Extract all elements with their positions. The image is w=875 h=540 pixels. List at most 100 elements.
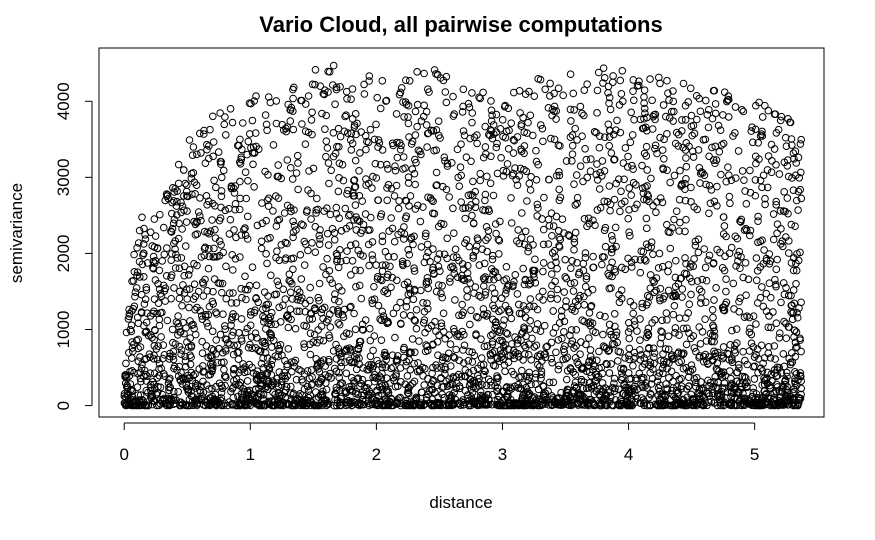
x-tick-label: 5 [750,445,759,464]
scatter-point [395,90,404,99]
scatter-point [342,111,350,120]
y-axis: 0 1000 2000 3000 4000 [54,82,93,410]
scatter-point [605,127,614,135]
scatter-point [128,277,136,286]
scatter-point [695,163,704,172]
scatter-point [353,119,361,128]
scatter-point [177,208,185,217]
scatter-point [169,184,177,192]
scatter-point [610,155,619,164]
scatter-point [487,97,495,105]
scatter-point [212,183,220,192]
scatter-point [756,132,765,140]
scatter-point [459,85,468,94]
scatter-point [125,309,134,318]
scatter-point [696,107,705,116]
scatter-point [663,130,671,138]
scatter-point [153,244,162,253]
x-tick-label: 4 [624,445,633,464]
scatter-point [139,240,148,248]
scatter-point [656,133,664,142]
scatter-point [640,104,649,113]
scatter-point [248,116,257,125]
scatter-point [311,80,319,89]
scatter-point [617,90,626,98]
scatter-points [120,61,806,410]
scatter-point [523,129,531,137]
scatter-point [449,92,457,101]
scatter-point [544,104,553,112]
scatter-point [235,141,243,150]
scatter-point [640,149,649,158]
scatter-point [732,174,740,182]
scatter-point [755,155,763,163]
x-tick-label: 3 [498,445,507,464]
scatter-point [638,161,646,170]
scatter-point [382,160,391,169]
scatter-point [433,70,442,79]
scatter-point [711,142,720,151]
scatter-point [366,125,375,134]
scatter-point [583,80,591,88]
scatter-point [348,139,357,148]
scatter-point [289,107,297,115]
scatter-point [593,109,601,117]
y-tick-label: 0 [54,401,73,410]
scatter-point [568,157,576,165]
scatter-point [417,117,426,125]
scatter-point [343,129,352,137]
y-tick-label: 3000 [54,158,73,196]
scatter-point [370,135,379,144]
y-tick-label: 1000 [54,311,73,349]
scatter-point [550,135,559,144]
scatter-point [158,257,166,265]
scatter-point [180,192,188,200]
scatter-point [169,219,178,228]
scatter-point [479,88,487,97]
scatter-point [669,97,678,106]
scatter-point [190,178,199,186]
scatter-point [209,152,217,161]
scatter-point [214,148,223,156]
scatter-point [669,117,678,125]
scatter-point [395,139,404,147]
scatter-point [499,172,508,180]
scatter-point [462,153,471,162]
scatter-point [187,169,196,178]
x-axis: 0 1 2 3 4 5 [119,422,759,464]
scatter-point [609,72,617,80]
scatter-point [615,101,624,109]
y-tick-label: 4000 [54,82,73,120]
scatter-point [569,89,578,98]
scatter-point [442,98,451,107]
scatter-point [247,99,255,108]
scatter-point [567,117,575,125]
scatter-point [170,215,179,224]
scatter-point [686,84,695,93]
scatter-point [219,166,228,175]
scatter-point [711,100,720,108]
scatter-point [525,87,533,96]
scatter-point [228,118,237,127]
scatter-point [770,110,779,118]
scatter-point [489,121,498,129]
scatter-point [193,150,201,159]
scatter-point [352,130,360,139]
scatter-point [332,85,341,94]
y-tick-label: 2000 [54,235,73,273]
x-tick-label: 0 [119,445,128,464]
scatter-point [351,156,360,165]
scatter-point [624,152,632,161]
scatter-point [307,116,316,124]
scatter-point [196,129,204,138]
scatter-point [776,116,785,125]
x-tick-label: 2 [372,445,381,464]
scatter-point [646,75,654,83]
scatter-point [599,79,607,87]
scatter-point [532,146,540,155]
scatter-point [520,165,528,174]
scatter-point [667,107,676,116]
scatter-point [466,134,474,143]
scatter-point [576,102,585,111]
